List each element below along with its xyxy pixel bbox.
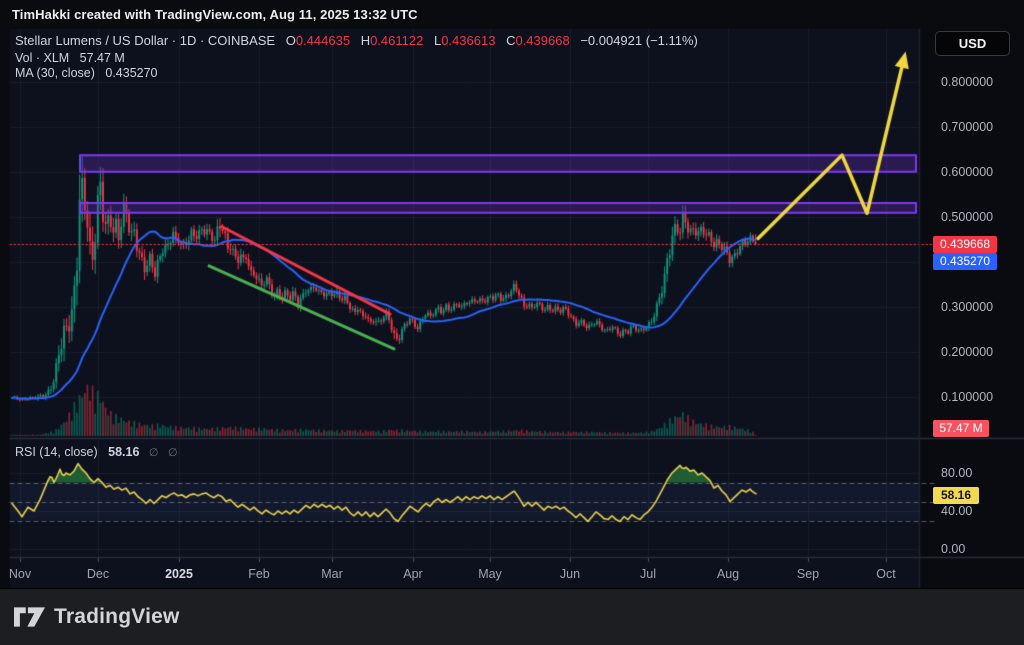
ma-value: 0.435270 [105, 66, 158, 80]
high-label: H [360, 33, 371, 48]
chart-area: Stellar Lumens / US Dollar · 1D · COINBA… [0, 29, 1024, 588]
ma-legend[interactable]: MA (30, close) 0.435270 [15, 66, 158, 80]
ma-label: MA (30, close) [15, 66, 95, 80]
tradingview-logo-icon[interactable] [14, 607, 45, 627]
footer-bar: TradingView [0, 588, 1024, 645]
symbol-legend[interactable]: Stellar Lumens / US Dollar · 1D · COINBA… [15, 33, 698, 48]
open-label: O [285, 33, 296, 48]
attribution-text: TimHakki created with TradingView.com, A… [12, 7, 418, 22]
price-axis[interactable] [919, 29, 1024, 557]
price-chart-canvas[interactable] [0, 29, 1024, 588]
volume-legend[interactable]: Vol · XLM 57.47 M [15, 51, 125, 65]
rsi-hidden-plot-icon: ∅ [148, 447, 159, 459]
rsi-hidden-plot-icon: ∅ [168, 447, 178, 459]
tradingview-brand-text[interactable]: TradingView [54, 605, 180, 628]
rsi-legend[interactable]: RSI (14, close) 58.16 ∅ ∅ [15, 445, 178, 459]
low-value: 0.436613 [441, 33, 496, 48]
close-label: C [506, 33, 516, 48]
low-label: L [433, 33, 442, 48]
open-value: 0.444635 [295, 33, 351, 48]
rsi-label: RSI (14, close) [15, 445, 98, 459]
volume-value: 57.47 M [79, 51, 125, 65]
symbol-title: Stellar Lumens / US Dollar · 1D · COINBA… [15, 33, 276, 48]
high-value: 0.461122 [370, 33, 424, 48]
volume-label: Vol · XLM [15, 51, 70, 65]
attribution-bar: TimHakki created with TradingView.com, A… [0, 0, 1024, 29]
close-value: 0.439668 [515, 33, 570, 48]
change-value: −0.004921 (−1.11%) [580, 33, 698, 48]
time-axis[interactable] [10, 558, 919, 588]
rsi-value: 58.16 [108, 445, 140, 459]
currency-toggle-button[interactable]: USD [935, 31, 1010, 56]
